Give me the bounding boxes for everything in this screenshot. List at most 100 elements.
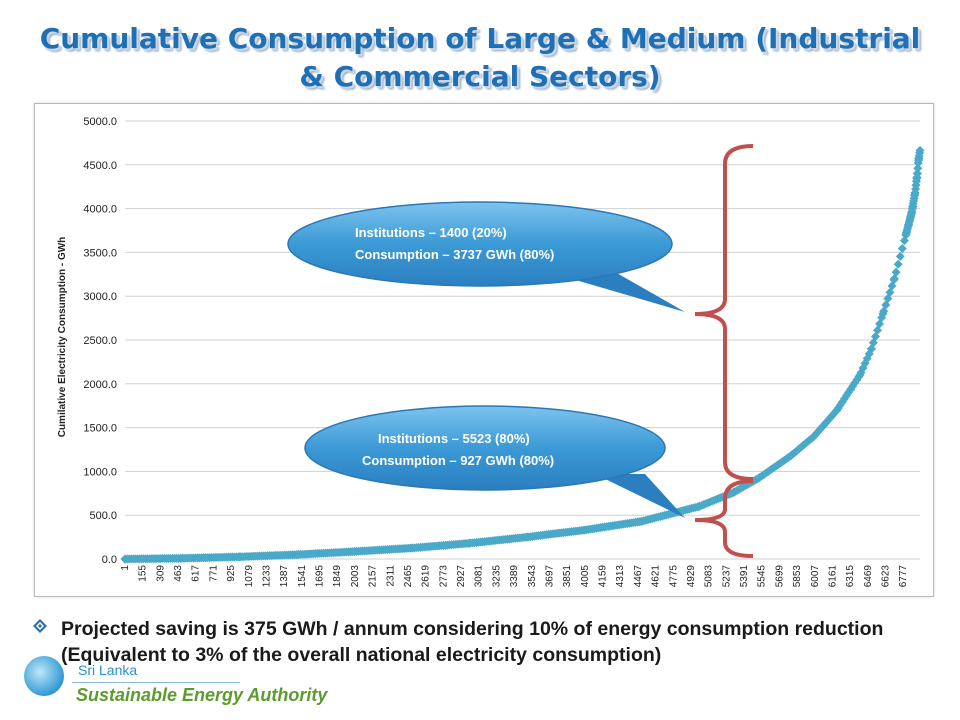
data-point bbox=[912, 169, 922, 179]
diamond-bullet-icon bbox=[33, 619, 47, 633]
x-tick-label: 4005 bbox=[580, 565, 591, 588]
data-series bbox=[120, 145, 925, 564]
logo-name: Sustainable Energy Authority bbox=[76, 685, 328, 705]
x-tick-label: 3081 bbox=[474, 565, 485, 588]
data-point bbox=[729, 487, 739, 497]
logo-divider bbox=[72, 682, 240, 683]
x-tick-label: 4929 bbox=[686, 565, 697, 588]
chart-frame: 0.0 500.0 1000.0 1500.0 2000.0 2500.0 3000.0 35… bbox=[34, 103, 934, 597]
y-tick-label: 3000.0 bbox=[83, 291, 117, 303]
y-axis-title: Cumilative Electricity Consumption - GWh bbox=[57, 237, 68, 438]
data-point bbox=[875, 319, 885, 329]
x-tick-label: 1849 bbox=[332, 565, 343, 588]
x-tick-label: 1695 bbox=[315, 565, 326, 588]
x-tick-label: 2773 bbox=[438, 565, 449, 588]
y-tick-label: 1500.0 bbox=[83, 423, 117, 435]
x-tick-labels: 1 155 309 463 617 771 925 1079 1233 1387 1541 1695 1… bbox=[120, 565, 909, 588]
y-tick-label: 500.0 bbox=[89, 510, 117, 522]
data-point bbox=[873, 325, 883, 335]
x-tick-label: 4467 bbox=[633, 565, 644, 588]
x-tick-label: 1387 bbox=[279, 565, 290, 588]
lower-bracket bbox=[694, 479, 754, 558]
upper-bracket bbox=[694, 144, 754, 481]
data-point bbox=[913, 163, 923, 173]
data-point bbox=[464, 538, 474, 548]
x-tick-label: 2003 bbox=[350, 565, 361, 588]
data-point bbox=[891, 267, 901, 277]
x-tick-label: 925 bbox=[226, 565, 237, 582]
x-tick-label: 6623 bbox=[881, 565, 892, 588]
data-point bbox=[292, 550, 302, 560]
x-tick-label: 2619 bbox=[421, 565, 432, 588]
x-tick-label: 5699 bbox=[774, 565, 785, 588]
x-tick-label: 155 bbox=[138, 565, 149, 582]
x-tick-label: 3697 bbox=[544, 565, 555, 588]
title-line-1: Cumulative Consumption of Large & Medium… bbox=[39, 22, 921, 55]
sea-logo-icon bbox=[24, 656, 64, 696]
x-tick-label: 4621 bbox=[651, 565, 662, 588]
data-point bbox=[887, 281, 897, 291]
x-tick-label: 3235 bbox=[491, 565, 502, 588]
upper-callout-line-1: Institutions – 1400 (20%) bbox=[355, 225, 507, 240]
data-point bbox=[754, 473, 764, 483]
x-tick-label: 1541 bbox=[297, 565, 308, 588]
x-tick-label: 5237 bbox=[721, 565, 732, 588]
x-tick-label: 3851 bbox=[562, 565, 573, 588]
slide-title: Cumulative Consumption of Large & Medium… bbox=[0, 20, 960, 96]
data-point bbox=[694, 501, 704, 511]
data-point bbox=[860, 358, 870, 368]
data-point bbox=[893, 259, 903, 269]
y-tick-label: 2500.0 bbox=[83, 335, 117, 347]
y-tick-label: 5000.0 bbox=[83, 116, 117, 128]
x-tick-label: 1 bbox=[120, 565, 131, 571]
y-tick-label: 2000.0 bbox=[83, 379, 117, 391]
data-point bbox=[915, 148, 925, 158]
x-tick-label: 1079 bbox=[244, 565, 255, 588]
x-tick-label: 5545 bbox=[757, 565, 768, 588]
data-point bbox=[177, 553, 187, 563]
lower-callout-line-1: Institutions – 5523 (80%) bbox=[378, 431, 530, 446]
data-point bbox=[832, 405, 842, 415]
x-tick-label: 6469 bbox=[863, 565, 874, 588]
y-tick-label: 0.0 bbox=[102, 554, 117, 566]
data-point bbox=[579, 525, 589, 535]
y-tick-label: 3500.0 bbox=[83, 247, 117, 259]
x-tick-label: 6007 bbox=[810, 565, 821, 588]
data-point bbox=[786, 451, 796, 461]
data-point bbox=[235, 552, 245, 562]
x-tick-label: 309 bbox=[155, 565, 166, 582]
x-tick-label: 5083 bbox=[704, 565, 715, 588]
data-point bbox=[809, 431, 819, 441]
x-tick-label: 2311 bbox=[385, 565, 396, 587]
data-point bbox=[895, 251, 905, 261]
lower-callout: Institutions – 5523 (80%) Consumption – … bbox=[304, 405, 685, 518]
y-tick-label: 4000.0 bbox=[83, 204, 117, 216]
y-tick-labels: 0.0 500.0 1000.0 1500.0 2000.0 2500.0 3000.0 35… bbox=[83, 116, 117, 566]
x-tick-label: 617 bbox=[191, 565, 202, 582]
grid-lines bbox=[125, 120, 920, 560]
data-point bbox=[897, 243, 907, 253]
x-tick-label: 4775 bbox=[668, 565, 679, 588]
x-tick-label: 3389 bbox=[509, 565, 520, 588]
data-point bbox=[637, 516, 647, 526]
lower-callout-line-2: Consumption – 927 GWh (80%) bbox=[362, 453, 554, 468]
data-point bbox=[862, 353, 872, 363]
data-point bbox=[120, 554, 130, 564]
logo-subtitle: Sri Lanka bbox=[78, 662, 138, 678]
upper-callout-line-2: Consumption – 3737 GWh (80%) bbox=[355, 247, 554, 262]
bullet-text: Projected saving is 375 GWh / annum cons… bbox=[61, 618, 884, 666]
data-point bbox=[350, 547, 360, 557]
x-tick-label: 2927 bbox=[456, 565, 467, 588]
y-tick-label: 1000.0 bbox=[83, 466, 117, 478]
consumption-chart: 0.0 500.0 1000.0 1500.0 2000.0 2500.0 3000.0 35… bbox=[57, 116, 925, 588]
x-tick-label: 6161 bbox=[827, 565, 838, 588]
data-point bbox=[522, 532, 532, 542]
data-point bbox=[889, 274, 899, 284]
x-tick-label: 5853 bbox=[792, 565, 803, 588]
y-tick-label: 4500.0 bbox=[83, 160, 117, 172]
x-tick-label: 4159 bbox=[598, 565, 609, 588]
data-point bbox=[407, 543, 417, 553]
x-tick-label: 2465 bbox=[403, 565, 414, 588]
data-point bbox=[878, 309, 888, 319]
upper-callout: Institutions – 1400 (20%) Consumption – … bbox=[287, 201, 685, 312]
